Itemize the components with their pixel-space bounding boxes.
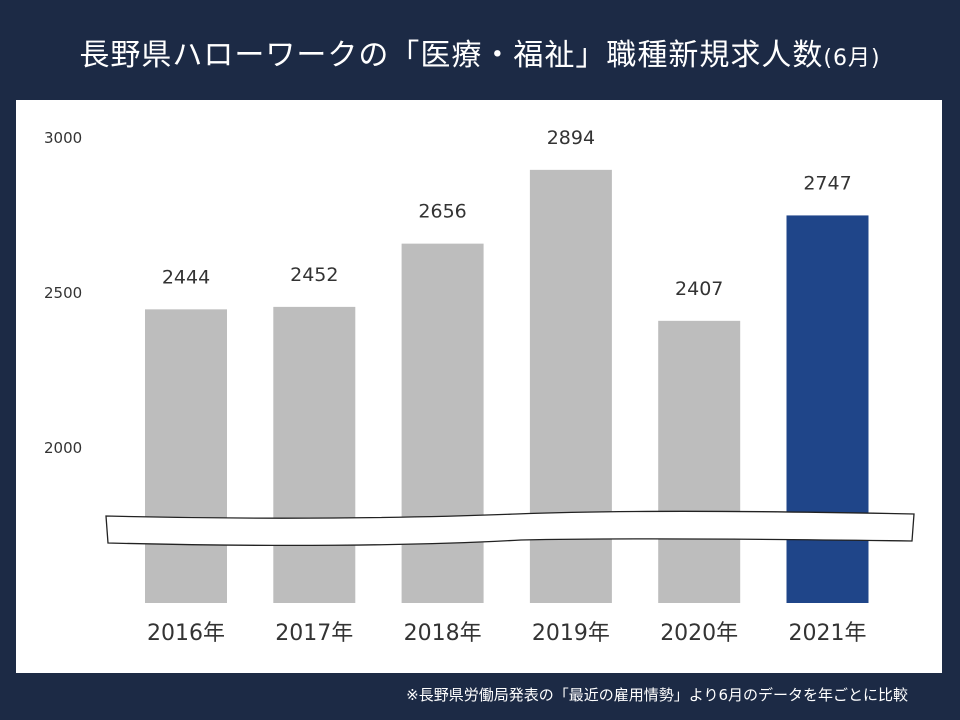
footnote: ※長野県労働局発表の「最近の雇用情勢」より6月のデータを年ごとに比較 [406,686,908,704]
data-label: 2747 [803,172,851,194]
x-tick-label: 2018年 [404,621,482,646]
y-tick-label: 3000 [44,129,82,147]
y-tick-label: 2000 [44,439,82,457]
chart-title-main: 長野県ハローワークの「医療・福祉」職種新規求人数 [79,38,824,73]
data-label: 2444 [162,266,210,288]
data-label: 2894 [547,127,595,149]
axis-break [105,510,915,547]
bar-2017年 [273,306,356,603]
chart-title-paren: (6月) [823,46,881,71]
bar-2016年 [145,309,227,603]
x-tick-label: 2016年 [147,621,225,646]
data-label: 2407 [675,278,723,300]
x-tick-label: 2020年 [660,621,738,646]
chart-panel: 2000 2500 3000 2444 2016年 2452 2017年 2656 2018年 2… [16,100,942,673]
x-tick-label: 2017年 [275,621,353,646]
x-tick-label: 2019年 [532,621,610,646]
data-label: 2452 [290,264,338,286]
chart-title: 長野県ハローワークの「医療・福祉」職種新規求人数(6月) [0,30,960,74]
y-tick-label: 2500 [44,284,82,302]
x-tick-label: 2021年 [789,621,867,646]
bar-2021年 [786,215,869,603]
data-label: 2656 [418,201,466,223]
bar-2020年 [658,320,741,603]
bar-2018年 [401,243,484,603]
bar-chart: 2000 2500 3000 2444 2016年 2452 2017年 2656 2018年 2… [44,127,915,646]
